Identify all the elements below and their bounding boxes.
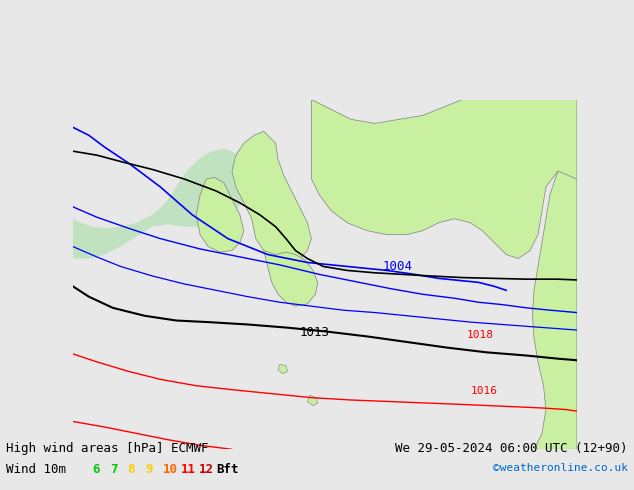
Text: 1018: 1018	[467, 330, 493, 340]
Bar	[73, 449, 577, 465]
Polygon shape	[307, 395, 318, 406]
Text: Bft: Bft	[216, 463, 238, 476]
Text: 6: 6	[92, 463, 100, 476]
Text: 7: 7	[110, 463, 117, 476]
Polygon shape	[311, 99, 577, 259]
Polygon shape	[196, 177, 244, 252]
Text: 11: 11	[181, 463, 196, 476]
Text: 1004: 1004	[383, 260, 413, 273]
Text: 12: 12	[198, 463, 214, 476]
Polygon shape	[73, 149, 252, 259]
Text: ©weatheronline.co.uk: ©weatheronline.co.uk	[493, 463, 628, 473]
Text: 10: 10	[163, 463, 178, 476]
Text: 8: 8	[127, 463, 135, 476]
Text: 1016: 1016	[470, 386, 498, 395]
Text: We 29-05-2024 06:00 UTC (12+90): We 29-05-2024 06:00 UTC (12+90)	[395, 442, 628, 455]
Text: 9: 9	[145, 463, 153, 476]
Polygon shape	[264, 250, 318, 306]
Polygon shape	[232, 131, 311, 263]
Text: High wind areas [hPa] ECMWF: High wind areas [hPa] ECMWF	[6, 442, 209, 455]
Polygon shape	[533, 116, 577, 449]
Text: 1013: 1013	[299, 326, 330, 340]
Text: Wind 10m: Wind 10m	[6, 463, 67, 476]
Polygon shape	[278, 364, 288, 374]
